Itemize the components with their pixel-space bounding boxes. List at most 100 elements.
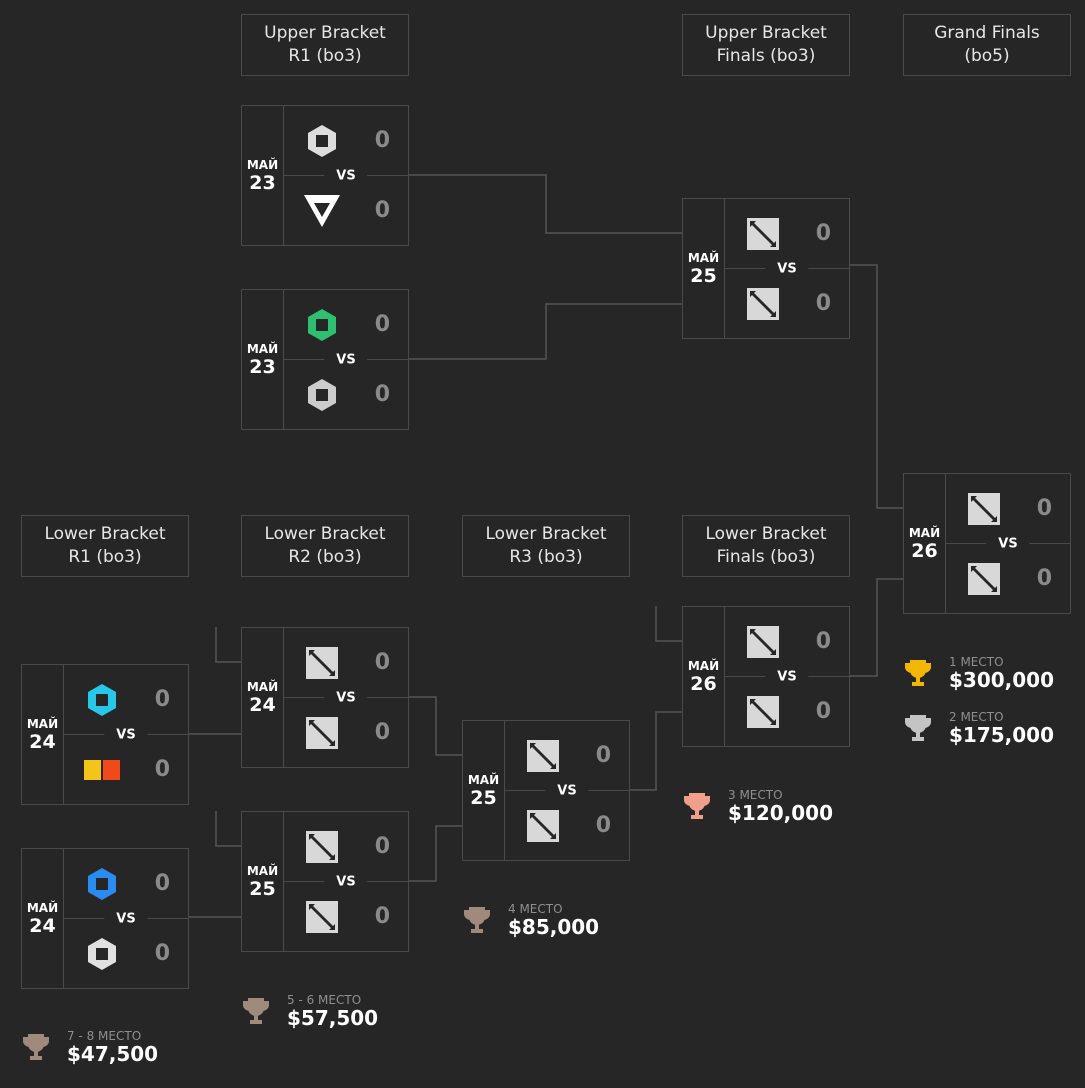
team-row[interactable]: 0 — [725, 607, 849, 676]
match-month: МАЙ — [246, 863, 279, 878]
round-header-lb-r3: Lower Bracket R3 (bo3) — [462, 515, 630, 577]
match-date: МАЙ 23 — [242, 106, 284, 245]
round-header-label: Lower Bracket R2 (bo3) — [264, 524, 386, 567]
match-date: МАЙ 26 — [904, 474, 946, 613]
match-lb-r2-m2[interactable]: МАЙ 25 0 0 VS — [241, 811, 409, 952]
team-row[interactable]: 0 — [284, 106, 408, 175]
prize-amount: $47,500 — [67, 1042, 159, 1066]
trophy-icon — [243, 998, 269, 1024]
vs-label: VS — [324, 874, 368, 889]
team-row[interactable]: 0 — [64, 918, 188, 988]
team-row[interactable]: 0 — [64, 665, 188, 734]
team-score: 0 — [154, 871, 170, 896]
aurora-logo-icon — [82, 680, 122, 720]
team-row[interactable]: 0 — [64, 734, 188, 804]
prize-place: 1 МЕСТО — [949, 655, 1004, 669]
match-day: 26 — [911, 539, 938, 562]
match-lb-r1-m1[interactable]: МАЙ 24 0 0 VS — [21, 664, 189, 805]
vs-label: VS — [324, 690, 368, 705]
match-day: 26 — [690, 672, 717, 695]
match-grand-finals[interactable]: МАЙ 26 0 0 VS — [903, 473, 1071, 614]
match-ub-finals[interactable]: МАЙ 25 0 0 VS — [682, 198, 850, 339]
prize-place: 2 МЕСТО — [949, 710, 1004, 724]
match-lb-r2-m1[interactable]: МАЙ 24 0 0 VS — [241, 627, 409, 768]
match-date: МАЙ 25 — [242, 812, 284, 951]
prize-amount: $57,500 — [287, 1006, 379, 1030]
dota-placeholder-icon — [302, 713, 342, 753]
match-teams: 0 0 VS — [284, 106, 408, 245]
team-row[interactable]: 0 — [284, 697, 408, 767]
match-teams: 0 0 VS — [725, 199, 849, 338]
team-score: 0 — [595, 813, 611, 838]
match-day: 23 — [249, 355, 276, 378]
match-ub-r1-m1[interactable]: МАЙ 23 0 0 VS — [241, 105, 409, 246]
vs-label: VS — [324, 352, 368, 367]
match-lb-r1-m2[interactable]: МАЙ 24 0 0 VS — [21, 848, 189, 989]
prize-item: 3 МЕСТО $120,000 — [682, 788, 833, 824]
match-date: МАЙ 24 — [22, 665, 64, 804]
round-header-lb-r1: Lower Bracket R1 (bo3) — [21, 515, 189, 577]
prize-amount: $175,000 — [949, 723, 1055, 747]
match-teams: 0 0 VS — [64, 849, 188, 988]
team-row[interactable]: 0 — [64, 849, 188, 918]
match-day: 24 — [249, 693, 276, 716]
team-liquid-falcon-logo-icon — [302, 305, 342, 345]
match-month: МАЙ — [26, 900, 59, 915]
team-row[interactable]: 0 — [284, 628, 408, 697]
team-score: 0 — [374, 198, 390, 223]
team-row[interactable]: 0 — [505, 721, 629, 790]
match-month: МАЙ — [246, 157, 279, 172]
team-row[interactable]: 0 — [284, 290, 408, 359]
dota-placeholder-icon — [743, 692, 783, 732]
team-score: 0 — [815, 699, 831, 724]
match-day: 23 — [249, 171, 276, 194]
prize-place: 4 МЕСТО — [508, 902, 563, 916]
team-score: 0 — [374, 720, 390, 745]
dota-placeholder-icon — [523, 806, 563, 846]
round-header-label: Upper Bracket Finals (bo3) — [705, 23, 827, 66]
team-row[interactable]: 0 — [725, 676, 849, 746]
match-ub-r1-m2[interactable]: МАЙ 23 0 0 VS — [241, 289, 409, 430]
match-month: МАЙ — [26, 716, 59, 731]
prize-amount: $300,000 — [949, 668, 1055, 692]
match-teams: 0 0 VS — [725, 607, 849, 746]
team-row[interactable]: 0 — [946, 474, 1070, 543]
prize-item: 7 - 8 МЕСТО $47,500 — [21, 1029, 158, 1065]
match-month: МАЙ — [908, 525, 941, 540]
team-row[interactable]: 0 — [725, 268, 849, 338]
xtreme-logo-icon — [302, 375, 342, 415]
match-teams: 0 0 VS — [284, 812, 408, 951]
dota-placeholder-icon — [964, 559, 1004, 599]
team-row[interactable]: 0 — [946, 543, 1070, 613]
round-header-grand-finals: Grand Finals (bo5) — [903, 14, 1071, 76]
match-date: МАЙ 23 — [242, 290, 284, 429]
trophy-icon — [684, 793, 710, 819]
heroic-logo-icon — [82, 934, 122, 974]
team-row[interactable]: 0 — [284, 359, 408, 429]
team-row[interactable]: 0 — [284, 175, 408, 245]
match-date: МАЙ 25 — [683, 199, 725, 338]
dota-placeholder-icon — [302, 643, 342, 683]
team-score: 0 — [154, 757, 170, 782]
match-month: МАЙ — [467, 772, 500, 787]
prize-item: 4 МЕСТО $85,000 — [462, 902, 599, 938]
team-score: 0 — [374, 650, 390, 675]
team-score: 0 — [595, 743, 611, 768]
team-row[interactable]: 0 — [505, 790, 629, 860]
round-header-label: Grand Finals (bo5) — [934, 23, 1040, 66]
match-day: 24 — [29, 730, 56, 753]
prize-place: 7 - 8 МЕСТО — [67, 1029, 142, 1043]
match-lb-finals[interactable]: МАЙ 26 0 0 VS — [682, 606, 850, 747]
match-date: МАЙ 24 — [242, 628, 284, 767]
match-teams: 0 0 VS — [505, 721, 629, 860]
team-score: 0 — [374, 128, 390, 153]
team-score: 0 — [815, 291, 831, 316]
team-row[interactable]: 0 — [284, 812, 408, 881]
match-month: МАЙ — [687, 658, 720, 673]
team-row[interactable]: 0 — [725, 199, 849, 268]
team-score: 0 — [374, 312, 390, 337]
prize-item: 1 МЕСТО $300,000 — [903, 655, 1054, 691]
vs-label: VS — [545, 783, 589, 798]
match-lb-r3[interactable]: МАЙ 25 0 0 VS — [462, 720, 630, 861]
team-row[interactable]: 0 — [284, 881, 408, 951]
